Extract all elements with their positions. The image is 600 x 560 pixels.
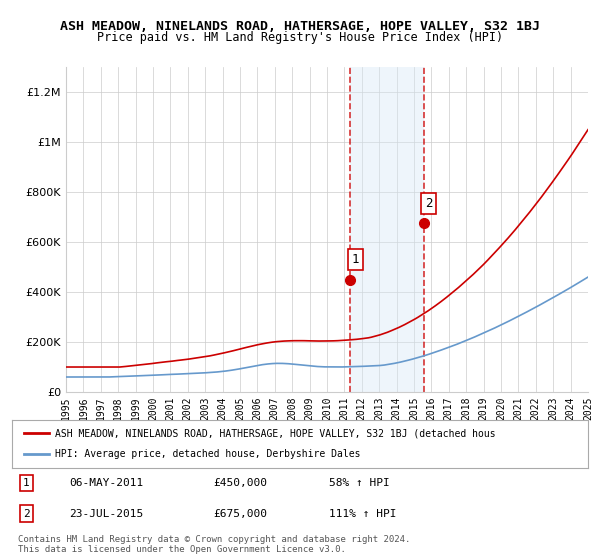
Text: 1: 1	[23, 478, 30, 488]
Text: 111% ↑ HPI: 111% ↑ HPI	[329, 509, 397, 519]
Text: 2: 2	[23, 509, 30, 519]
Text: 58% ↑ HPI: 58% ↑ HPI	[329, 478, 389, 488]
Text: Price paid vs. HM Land Registry's House Price Index (HPI): Price paid vs. HM Land Registry's House …	[97, 31, 503, 44]
Text: ASH MEADOW, NINELANDS ROAD, HATHERSAGE, HOPE VALLEY, S32 1BJ: ASH MEADOW, NINELANDS ROAD, HATHERSAGE, …	[60, 20, 540, 32]
Text: Contains HM Land Registry data © Crown copyright and database right 2024.
This d: Contains HM Land Registry data © Crown c…	[18, 535, 410, 554]
Text: £450,000: £450,000	[214, 478, 268, 488]
Text: 23-JUL-2015: 23-JUL-2015	[70, 509, 144, 519]
Text: 2: 2	[425, 197, 433, 210]
Text: 06-MAY-2011: 06-MAY-2011	[70, 478, 144, 488]
Text: ASH MEADOW, NINELANDS ROAD, HATHERSAGE, HOPE VALLEY, S32 1BJ (detached hous: ASH MEADOW, NINELANDS ROAD, HATHERSAGE, …	[55, 428, 496, 438]
Text: 1: 1	[352, 253, 359, 266]
Bar	[350, 67, 424, 392]
Text: HPI: Average price, detached house, Derbyshire Dales: HPI: Average price, detached house, Derb…	[55, 449, 361, 459]
Text: £675,000: £675,000	[214, 509, 268, 519]
